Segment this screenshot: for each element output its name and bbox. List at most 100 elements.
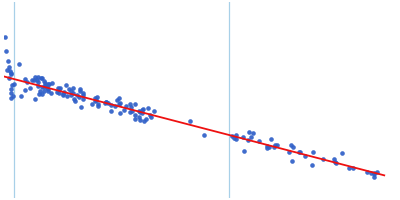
Point <box>41 89 47 92</box>
Point <box>17 94 24 98</box>
Point <box>38 92 45 95</box>
Point <box>233 138 239 141</box>
Point <box>8 96 14 99</box>
Point <box>232 133 239 136</box>
Point <box>39 77 45 80</box>
Point <box>264 144 270 147</box>
Point <box>68 89 74 92</box>
Point <box>310 151 316 154</box>
Point <box>274 143 281 146</box>
Point <box>296 150 303 153</box>
Point <box>40 79 47 82</box>
Point <box>54 90 60 93</box>
Point <box>114 98 120 101</box>
Point <box>121 108 128 111</box>
Point <box>94 102 101 105</box>
Point <box>126 110 133 113</box>
Point <box>37 90 43 93</box>
Point <box>60 93 66 96</box>
Point <box>108 104 114 107</box>
Point <box>78 105 84 108</box>
Point <box>132 113 138 116</box>
Point <box>79 93 86 96</box>
Point <box>10 95 16 98</box>
Point <box>107 110 114 113</box>
Point <box>43 87 50 90</box>
Point <box>39 85 45 89</box>
Point <box>8 72 15 75</box>
Point <box>3 49 10 53</box>
Point <box>70 86 76 90</box>
Point <box>230 136 237 140</box>
Point <box>140 107 146 110</box>
Point <box>42 82 49 85</box>
Point <box>272 143 278 146</box>
Point <box>80 98 86 101</box>
Point <box>137 118 143 122</box>
Point <box>80 92 86 95</box>
Point <box>94 95 100 99</box>
Point <box>374 170 380 174</box>
Point <box>32 98 38 101</box>
Point <box>61 91 67 94</box>
Point <box>132 102 138 105</box>
Point <box>128 105 134 108</box>
Point <box>331 158 337 161</box>
Point <box>333 161 340 165</box>
Point <box>338 151 345 155</box>
Point <box>89 102 95 105</box>
Point <box>139 112 145 115</box>
Point <box>256 139 262 142</box>
Point <box>31 78 37 82</box>
Point <box>370 172 377 175</box>
Point <box>147 114 153 117</box>
Point <box>346 166 352 169</box>
Point <box>77 89 83 92</box>
Point <box>368 171 374 174</box>
Point <box>8 91 14 95</box>
Point <box>77 87 83 91</box>
Point <box>117 111 123 114</box>
Point <box>143 118 150 121</box>
Point <box>105 102 111 105</box>
Point <box>286 150 292 154</box>
Point <box>364 171 370 174</box>
Point <box>93 99 99 102</box>
Point <box>240 135 246 138</box>
Point <box>40 85 47 88</box>
Point <box>266 146 272 149</box>
Point <box>57 87 64 90</box>
Point <box>116 102 123 106</box>
Point <box>249 132 256 135</box>
Point <box>103 100 110 104</box>
Point <box>91 100 98 103</box>
Point <box>71 97 78 100</box>
Point <box>56 87 62 90</box>
Point <box>267 137 274 141</box>
Point <box>371 172 377 176</box>
Point <box>136 109 142 112</box>
Point <box>288 144 294 147</box>
Point <box>248 135 254 139</box>
Point <box>34 78 40 82</box>
Point <box>201 133 207 137</box>
Point <box>95 104 102 107</box>
Point <box>45 82 52 85</box>
Point <box>148 115 154 118</box>
Point <box>290 146 296 149</box>
Point <box>128 110 135 113</box>
Point <box>35 75 42 79</box>
Point <box>4 59 11 62</box>
Point <box>63 84 70 87</box>
Point <box>350 166 356 170</box>
Point <box>38 76 44 80</box>
Point <box>296 150 302 153</box>
Point <box>135 116 142 119</box>
Point <box>245 130 252 134</box>
Point <box>2 36 8 39</box>
Point <box>28 78 35 81</box>
Point <box>116 97 122 100</box>
Point <box>264 147 270 150</box>
Point <box>244 138 251 141</box>
Point <box>132 118 138 121</box>
